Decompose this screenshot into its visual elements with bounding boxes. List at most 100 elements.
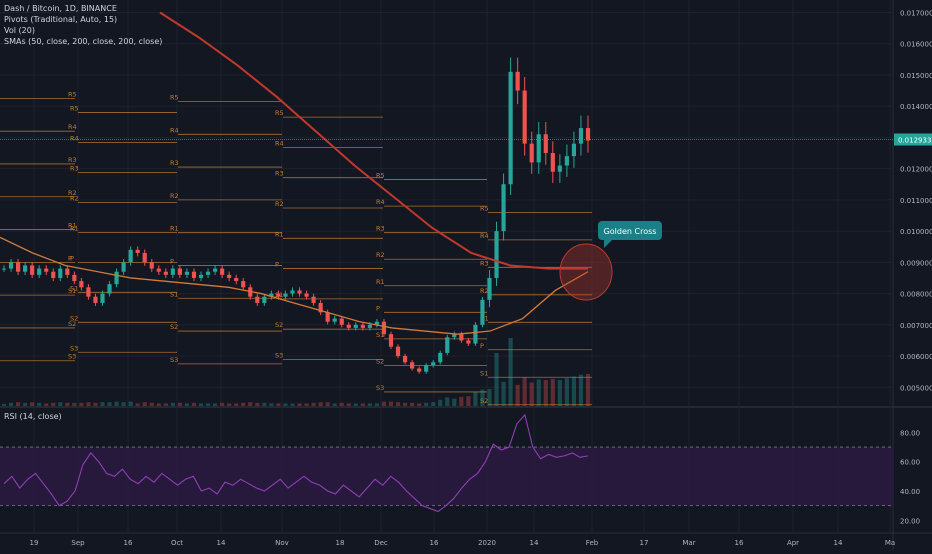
sma-indicator-label[interactable]: SMAs (50, close, 200, close, 200, close) [4,37,163,46]
time-tick-label: 17 [640,539,649,547]
candle-body [23,265,28,272]
candle-body [438,352,443,363]
pivot-level-label: R4 [170,126,179,134]
volume-bar [107,402,112,406]
candle-body [198,274,204,278]
volume-bar [388,401,394,406]
pivot-level-label: R1 [275,230,284,238]
rsi-tick-label: 60.00 [900,459,920,467]
volume-bar [1,404,7,406]
candle-body [86,287,91,297]
pivot-level-label: S2 [480,397,488,405]
candle-body [585,128,591,141]
candle-body [515,71,520,91]
volume-bar [290,403,295,406]
volume-bar [170,402,175,406]
volume-bar [402,402,408,406]
candle-body [452,334,457,338]
candle-body [15,262,21,272]
volume-bar [44,403,49,406]
volume-bar [248,402,253,406]
volume-bar [234,403,239,406]
volume-bar [508,338,513,406]
candle-body [30,265,35,275]
volume-bar [149,402,154,406]
volume-bar [487,389,492,406]
pivot-level-label: S2 [376,357,384,365]
callout-box [598,221,662,240]
volume-bar [339,402,344,406]
volume-bar [522,377,527,406]
candle-body [459,334,464,341]
candle-body [578,128,584,144]
candle-body [205,271,211,275]
volume-bar [395,402,401,406]
chart-legend: Dash / Bitcoin, 1D, BINANCE Pivots (Trad… [4,3,162,47]
candle-body [269,293,274,297]
pivot-level-label: P [376,304,380,312]
volume-bar [79,402,84,406]
volume-bar [494,353,499,406]
rsi-indicator-label[interactable]: RSI (14, close) [4,412,62,421]
volume-bar [297,403,302,406]
candle-body [318,302,323,313]
volume-bar [360,403,365,406]
pivot-level-label: R5 [480,204,489,212]
pivot-level-label: S3 [376,384,384,392]
pivot-level-label: R5 [376,172,385,180]
pivot-level-label: S1 [480,369,488,377]
candle-body [114,271,119,285]
candle-body [93,296,98,303]
volume-bar [564,378,569,406]
volume-bar [276,403,281,406]
volume-bar [557,380,562,406]
volume-bar [51,402,56,406]
candle-body [177,268,182,275]
pivot-level-label: R2 [480,287,489,295]
pivot-level-label: R5 [68,90,77,98]
pivot-level-label: R4 [70,134,79,142]
pivot-level-label: R3 [68,156,77,164]
volume-bar [184,403,190,406]
volume-bar [571,376,577,406]
time-tick-label: 18 [336,539,345,547]
volume-bar [135,403,140,406]
pivot-level-label: R2 [170,192,179,200]
volume-bar [374,403,380,406]
candle-body [107,284,112,294]
symbol-title[interactable]: Dash / Bitcoin, 1D, BINANCE [4,4,117,13]
volume-bar [191,402,197,406]
volume-bar [550,378,555,406]
candle-body [417,368,422,372]
candle-body [163,271,168,275]
candle-body [501,184,506,232]
pivot-level-label: S2 [68,320,76,328]
volume-bar [480,389,485,406]
volume-bar [536,379,541,406]
volume-bar [501,381,506,406]
time-tick-label: Dec [374,539,388,547]
time-tick-label: Mar [682,539,695,547]
time-tick-label: Sep [71,539,85,547]
candle-body [508,71,513,185]
pivot-level-label: S1 [170,290,178,298]
candle-body [557,165,562,172]
pivots-indicator-label[interactable]: Pivots (Traditional, Auto, 15) [4,15,118,24]
candle-body [529,143,534,163]
rsi-band [0,447,893,506]
candle-body [156,268,161,272]
price-tick-label: 0.015000 [900,72,932,80]
volume-bar [459,396,464,406]
candle-body [58,268,63,278]
candle-body [395,346,401,357]
pivot-level-label: R3 [70,164,79,172]
rsi-tick-label: 80.00 [900,429,920,437]
pivot-level-label: S2 [275,321,283,329]
candle-body [466,340,471,344]
rsi-tick-label: 40.00 [900,488,920,496]
candle-body [304,293,309,297]
volume-indicator-label[interactable]: Vol (20) [4,26,35,35]
pivot-level-label: R5 [70,104,79,112]
